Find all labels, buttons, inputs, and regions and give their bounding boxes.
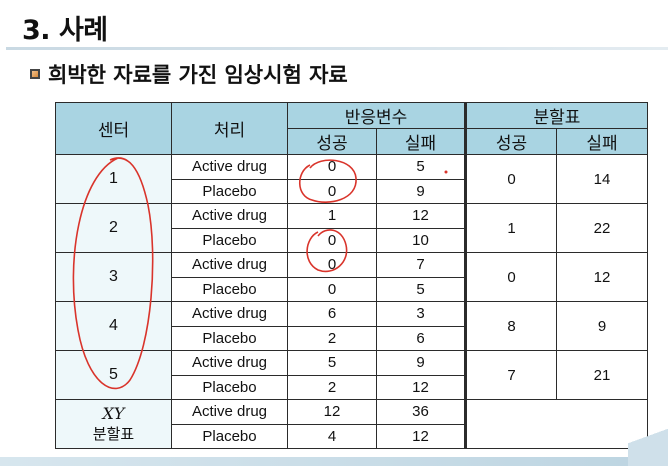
treatment-label: Placebo [171,227,288,253]
treatment-label: Placebo [171,178,288,204]
table-row: 5 Active drug 5 9 7 21 [55,350,648,400]
treatment-label: Active drug [171,154,288,180]
treatment-label: Placebo [171,374,288,400]
table-row: Placebo 0 9 [56,178,648,204]
response-fail: 5 [376,276,467,302]
response-fail: 3 [376,301,467,327]
treatment-label: Active drug [171,350,288,376]
table-row: Placebo 2 6 [56,325,648,351]
response-success: 12 [287,399,377,425]
total-label-cell: XY 분할표 [55,399,172,449]
center-id: 2 [55,203,172,253]
response-success: 4 [287,423,377,449]
header-split-fail: 실패 [556,128,648,155]
split-success: 8 [465,301,557,351]
response-success: 6 [287,301,377,327]
split-fail: 14 [556,154,648,204]
response-fail: 36 [376,399,467,425]
response-fail: 9 [376,178,467,204]
response-success: 2 [287,325,377,351]
clinical-trial-table: 센터 처리 반응변수 분할표 성공 실패 성공 실패 1 Active drug… [55,102,648,449]
split-fail: 22 [556,203,648,253]
response-fail: 12 [376,423,467,449]
response-success: 0 [287,276,377,302]
treatment-label: Placebo [171,276,288,302]
center-id: 1 [55,154,172,204]
response-fail: 9 [376,350,467,376]
table-row: 4 Active drug 6 3 8 9 [55,301,648,351]
header-split: 분할표 [465,102,648,129]
split-fail: 21 [556,350,648,400]
treatment-label: Active drug [171,399,288,425]
split-success: 0 [465,252,557,302]
response-success: 1 [287,203,377,229]
response-success: 0 [287,178,377,204]
response-fail: 5 [376,154,467,180]
response-fail: 12 [376,374,467,400]
table-row: 3 Active drug 0 7 0 12 [55,252,648,302]
square-bullet-icon [30,69,40,79]
slide-subtitle: 희박한 자료를 가진 임상시험 자료 [30,59,348,89]
split-fail: 9 [556,301,648,351]
total-split-label: 분할표 [92,425,135,443]
xy-label: XY [102,404,125,423]
response-fail: 10 [376,227,467,253]
center-id: 5 [55,350,172,400]
treatment-label: Active drug [171,203,288,229]
table-row: 1 Active drug 0 5 0 14 [55,154,648,204]
table-row: 2 Active drug 1 12 1 22 [55,203,648,253]
split-success: 7 [465,350,557,400]
title-divider [6,47,668,50]
treatment-label: Active drug [171,301,288,327]
split-success: 1 [465,203,557,253]
header-response-fail: 실패 [376,128,467,155]
corner-decoration [628,406,668,466]
center-id: 3 [55,252,172,302]
table-row: Placebo 4 12 [56,423,648,449]
treatment-label: Placebo [171,325,288,351]
split-fail: 12 [556,252,648,302]
header-treatment: 처리 [171,102,288,155]
center-id: 4 [55,301,172,351]
slide-footer-strip [0,457,668,466]
header-response-success: 성공 [287,128,377,155]
header-split-success: 성공 [465,128,557,155]
response-success: 0 [287,227,377,253]
response-success: 0 [287,252,377,278]
response-fail: 6 [376,325,467,351]
slide-title: 3. 사례 [22,15,108,46]
response-fail: 7 [376,252,467,278]
header-response: 반응변수 [287,102,467,129]
response-success: 5 [287,350,377,376]
subtitle-text: 희박한 자료를 가진 임상시험 자료 [48,63,348,87]
treatment-label: Active drug [171,252,288,278]
response-fail: 12 [376,203,467,229]
table-row: Placebo 2 12 [56,374,648,400]
table-row: XY 분할표 Active drug 12 36 [55,399,648,449]
response-success: 2 [287,374,377,400]
header-center: 센터 [55,102,172,155]
response-success: 0 [287,154,377,180]
split-success: 0 [465,154,557,204]
treatment-label: Placebo [171,423,288,449]
empty-cell [465,399,648,449]
